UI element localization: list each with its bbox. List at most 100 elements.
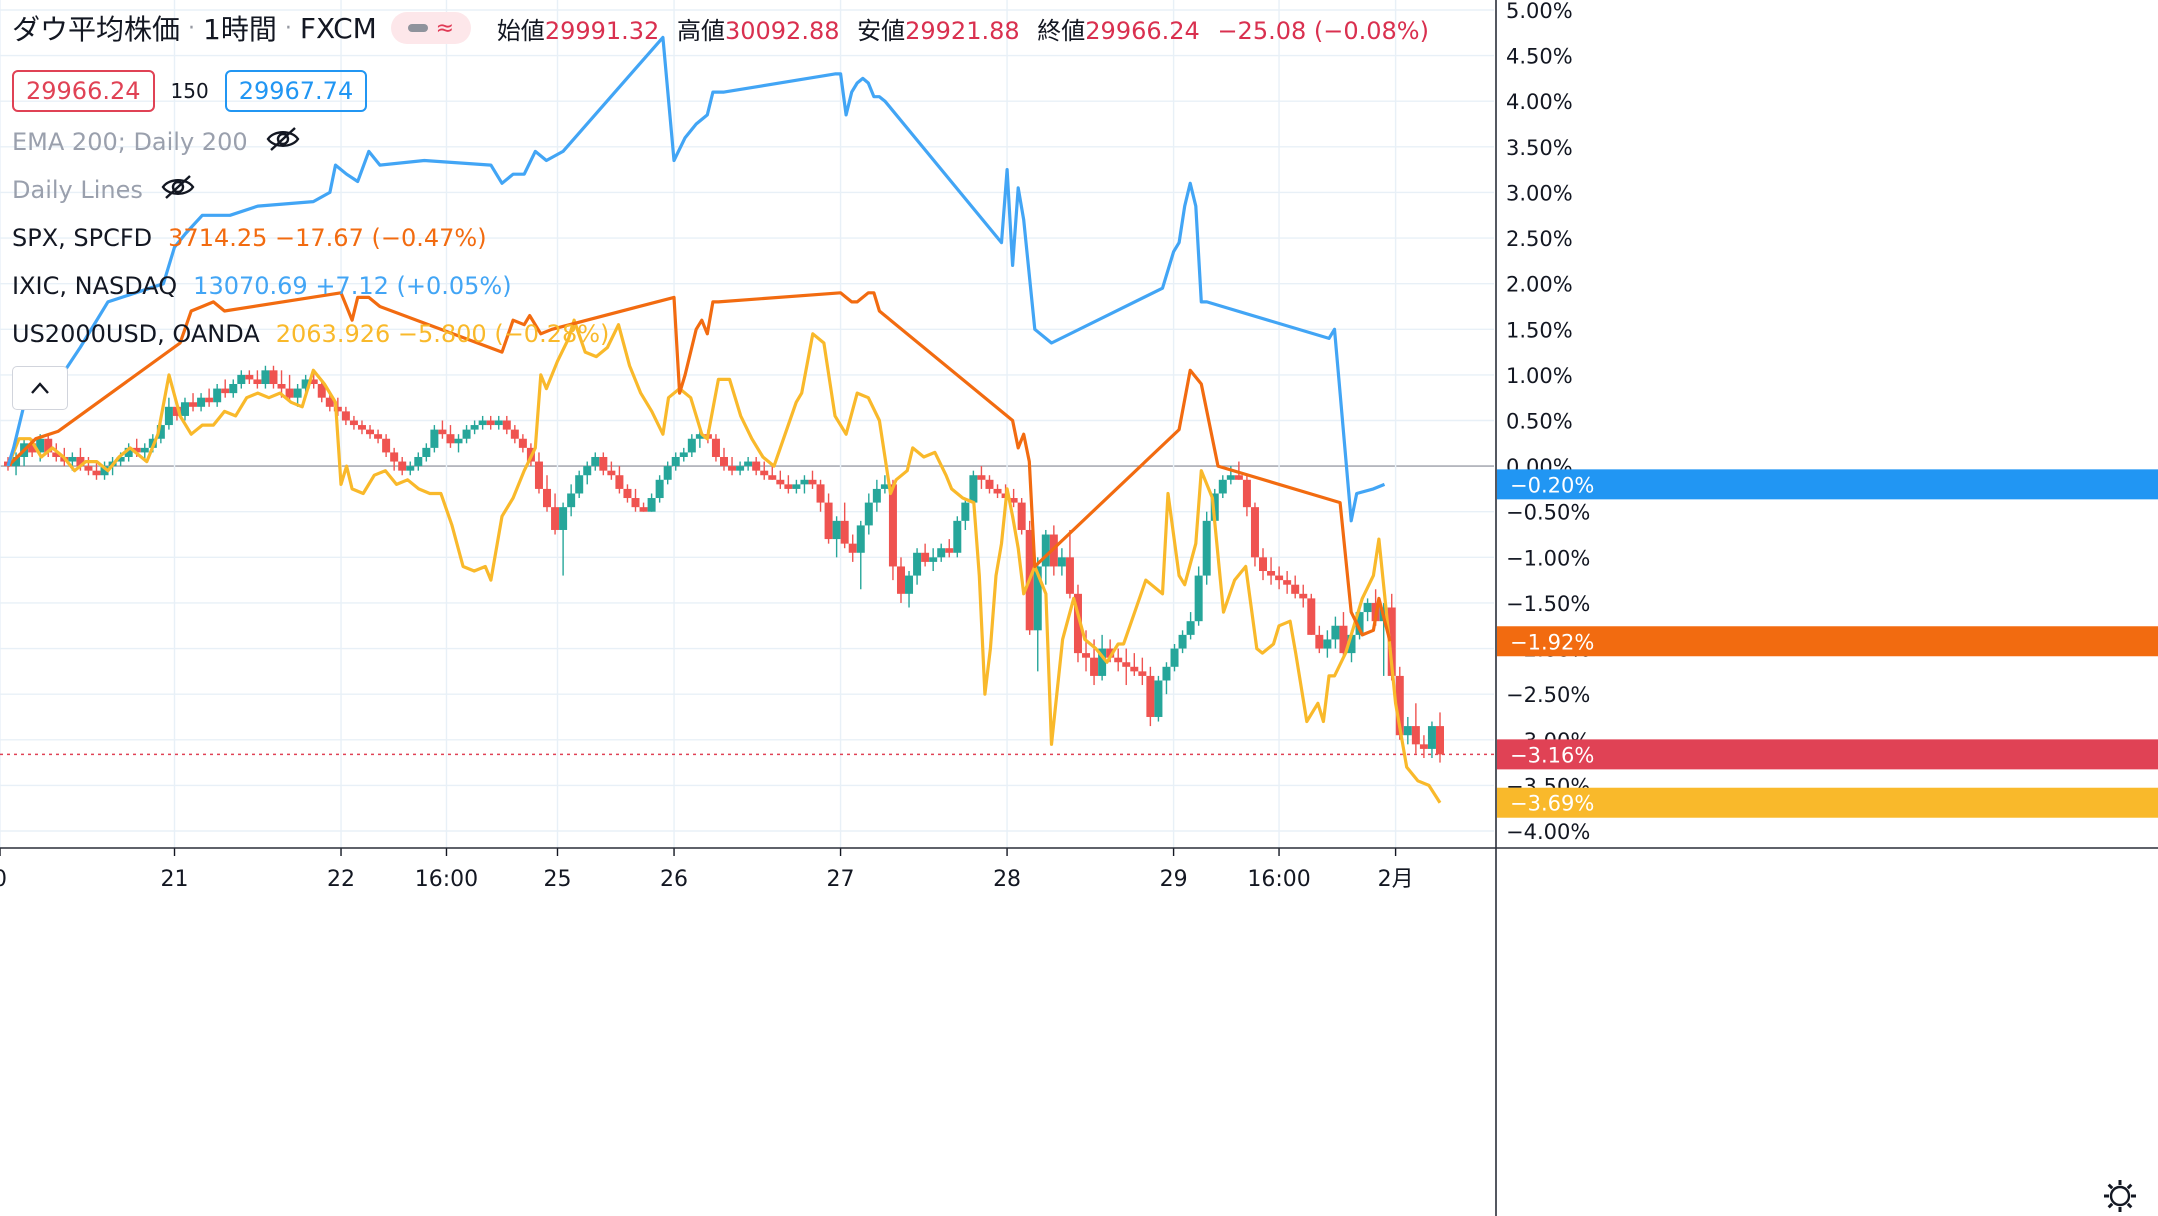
collapse-legend-button[interactable] bbox=[12, 366, 68, 410]
y-tick-label: 4.50% bbox=[1506, 45, 1573, 69]
y-tick-label: −4.00% bbox=[1506, 820, 1590, 844]
candle-body bbox=[422, 447, 431, 457]
candle-body bbox=[36, 438, 45, 453]
candle-body bbox=[679, 452, 688, 457]
settings-gear-icon[interactable] bbox=[2104, 1180, 2136, 1212]
x-tick-label: 2月 bbox=[1378, 867, 1414, 892]
sell-price-button[interactable]: 29966.24 bbox=[12, 70, 155, 112]
series-value: 2063.926 −5.800 (−0.28%) bbox=[275, 320, 610, 348]
candle-body bbox=[631, 498, 640, 508]
legend-series-ixic[interactable]: IXIC, NASDAQ 13070.69 +7.12 (+0.05%) bbox=[12, 262, 1429, 310]
eye-hidden-icon[interactable] bbox=[266, 126, 300, 158]
quote-row: 29966.24 150 29967.74 bbox=[12, 64, 1429, 118]
series-line-us2000 bbox=[6, 318, 1442, 804]
low-label: 安値 bbox=[857, 16, 906, 45]
interval-label[interactable]: 1時間 bbox=[203, 13, 277, 46]
candle-body bbox=[100, 466, 109, 476]
series-name: US2000USD, OANDA bbox=[12, 320, 260, 348]
candle-body bbox=[848, 543, 857, 553]
candle-body bbox=[864, 502, 873, 526]
candle-body bbox=[945, 548, 954, 553]
price-badge-bg bbox=[1497, 626, 2158, 657]
candle-body bbox=[1242, 479, 1251, 508]
candle-body bbox=[872, 488, 881, 503]
candle-body bbox=[1323, 639, 1332, 649]
candle-body bbox=[1098, 648, 1107, 676]
exchange-label: FXCM bbox=[299, 11, 377, 45]
candle-body bbox=[1009, 498, 1018, 503]
candle-body bbox=[1082, 653, 1091, 658]
candle-body bbox=[52, 452, 61, 457]
price-badge: −1.92% bbox=[1497, 626, 2158, 657]
candle-body bbox=[293, 388, 302, 398]
candle-body bbox=[720, 456, 728, 467]
candle-body bbox=[1090, 657, 1099, 676]
x-tick-label: 28 bbox=[993, 867, 1021, 892]
x-tick-label: 21 bbox=[161, 867, 189, 892]
series-name: IXIC, NASDAQ bbox=[12, 272, 178, 300]
candle-body bbox=[1154, 680, 1163, 717]
candle-body bbox=[1411, 726, 1420, 745]
compare-toggle-button[interactable]: ≈ bbox=[390, 12, 471, 44]
close-value: 29966.24 bbox=[1085, 16, 1200, 45]
candle-body bbox=[92, 470, 101, 476]
symbol-name[interactable]: ダウ平均株価 bbox=[12, 13, 181, 46]
candle-body bbox=[1065, 557, 1074, 594]
gear-tooth bbox=[2126, 1183, 2133, 1190]
price-badge-label: −3.69% bbox=[1510, 792, 1594, 816]
y-tick-label: 2.00% bbox=[1506, 273, 1573, 297]
series-name: SPX, SPCFD bbox=[12, 224, 153, 252]
x-tick-label: 27 bbox=[827, 867, 855, 892]
candle-body bbox=[205, 397, 214, 403]
candle-body bbox=[446, 434, 455, 444]
candle-body bbox=[695, 434, 704, 439]
chart-legend: ダウ平均株価 · 1時間 · FXCM ≈ 始値29991.32 高値30092… bbox=[12, 6, 1429, 410]
gear-tooth bbox=[2107, 1202, 2114, 1209]
x-tick-label: 16:00 bbox=[415, 867, 478, 892]
candle-body bbox=[615, 475, 624, 489]
candle-body bbox=[880, 484, 889, 489]
candle-body bbox=[1170, 648, 1179, 667]
legend-series-us2000[interactable]: US2000USD, OANDA 2063.926 −5.800 (−0.28%… bbox=[12, 310, 1429, 358]
candle-body bbox=[28, 443, 37, 453]
candle-body bbox=[840, 520, 849, 544]
candle-body bbox=[245, 374, 254, 380]
candle-body bbox=[285, 388, 294, 398]
price-badge: −3.69% bbox=[1497, 787, 2158, 818]
y-tick-label: −1.50% bbox=[1506, 592, 1590, 616]
price-badge-label: −0.20% bbox=[1510, 473, 1594, 497]
candle-body bbox=[1226, 475, 1235, 480]
y-tick-label: −0.50% bbox=[1506, 501, 1590, 525]
candle-body bbox=[744, 461, 753, 467]
candle-body bbox=[1041, 534, 1050, 567]
candle-body bbox=[736, 466, 745, 471]
candle-body bbox=[1395, 675, 1404, 736]
candle-body bbox=[438, 429, 447, 435]
separator-dot: · bbox=[284, 15, 292, 41]
candle-body bbox=[221, 388, 230, 394]
candle-body bbox=[1194, 575, 1203, 622]
candle-body bbox=[559, 507, 568, 530]
candle-body bbox=[623, 488, 632, 499]
y-tick-label: 1.00% bbox=[1506, 364, 1573, 388]
candle-body bbox=[711, 438, 720, 457]
buy-price-button[interactable]: 29967.74 bbox=[224, 70, 368, 112]
candle-body bbox=[197, 397, 206, 407]
candle-body bbox=[1162, 666, 1171, 681]
candle-body bbox=[752, 461, 761, 471]
candle-body bbox=[237, 374, 246, 385]
indicator-daily-lines[interactable]: Daily Lines bbox=[12, 166, 1429, 214]
candle-body bbox=[349, 420, 358, 426]
legend-series-spx[interactable]: SPX, SPCFD 3714.25 −17.67 (−0.47%) bbox=[12, 214, 1429, 262]
eye-hidden-icon[interactable] bbox=[161, 174, 195, 206]
candle-body bbox=[1259, 557, 1268, 572]
minus-icon bbox=[407, 24, 428, 32]
candle-body bbox=[1267, 571, 1276, 576]
candle-body bbox=[1291, 584, 1300, 594]
candle-body bbox=[1073, 593, 1082, 654]
candle-body bbox=[1331, 625, 1340, 640]
x-tick-label: 22 bbox=[327, 867, 355, 892]
indicator-ema[interactable]: EMA 200; Daily 200 bbox=[12, 118, 1429, 166]
candle-body bbox=[1033, 566, 1042, 631]
